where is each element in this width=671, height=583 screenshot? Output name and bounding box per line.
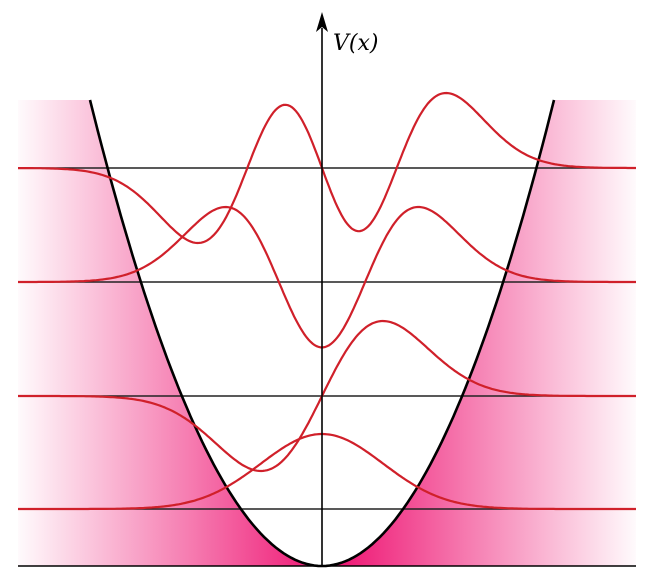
wavefunction-1 [18, 319, 636, 473]
wavefunction-0 [18, 432, 636, 511]
wavefunction-3 [18, 91, 636, 245]
wavefunction-2 [18, 205, 636, 349]
wavefunctions [18, 91, 636, 511]
axis-arrow-icon [316, 12, 328, 32]
forbidden-region-left [18, 100, 322, 566]
forbidden-region [18, 100, 636, 566]
y-axis-label: V(x) [333, 31, 378, 56]
vertical-axis [316, 12, 328, 566]
forbidden-region-right [322, 100, 636, 566]
